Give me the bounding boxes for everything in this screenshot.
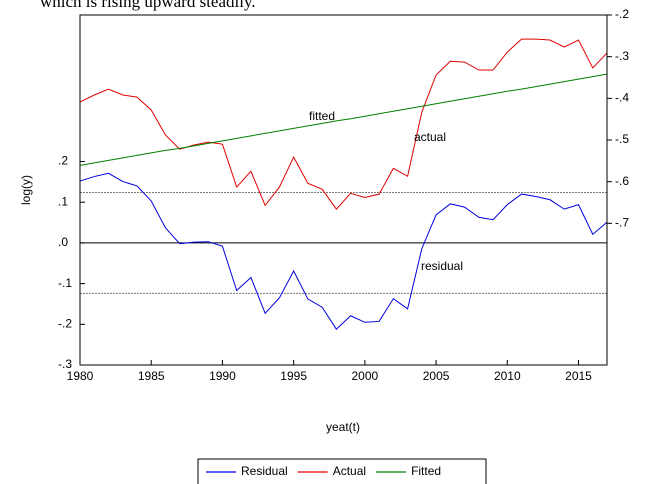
plot-frame <box>79 14 608 366</box>
y-tick-label: .2 <box>58 154 68 168</box>
legend-label: Residual <box>241 464 288 478</box>
y2-tick-label: -.5 <box>615 132 629 146</box>
x-tick-label: 1985 <box>138 369 165 383</box>
series-line <box>79 73 608 166</box>
series-line <box>79 172 608 330</box>
x-tick-label: 1995 <box>280 369 307 383</box>
legend-label: Actual <box>333 464 366 478</box>
y2-tick-label: -.3 <box>615 49 629 63</box>
legend-label: Fitted <box>411 464 441 478</box>
x-tick-label: 2010 <box>494 369 521 383</box>
y-tick-label: .0 <box>58 235 68 249</box>
annotation: residual <box>421 259 463 273</box>
x-tick-label: 2015 <box>565 369 592 383</box>
caption: which is rising upward steadily. <box>40 0 256 11</box>
series-line <box>79 38 608 210</box>
x-axis-label: yeat(t) <box>326 420 360 434</box>
y-axis-label: log(y) <box>19 175 33 205</box>
legend: Residual Actual Fitted <box>197 458 487 484</box>
y2-tick-label: -.4 <box>615 91 629 105</box>
y-tick-label: -.3 <box>58 357 72 371</box>
legend-box <box>197 458 487 484</box>
y-tick-label: -.1 <box>58 276 72 290</box>
annotation: fitted <box>309 109 335 123</box>
y-tick-label: -.2 <box>58 316 72 330</box>
y2-tick-label: -.2 <box>615 7 629 21</box>
x-tick-label: 2000 <box>352 369 379 383</box>
x-tick-label: 1990 <box>209 369 236 383</box>
y-tick-label: .1 <box>58 194 68 208</box>
x-tick-label: 2005 <box>423 369 450 383</box>
y2-tick-label: -.7 <box>615 216 629 230</box>
annotation: actual <box>414 130 446 144</box>
y2-tick-label: -.6 <box>615 174 629 188</box>
x-tick-label: 1980 <box>67 369 94 383</box>
